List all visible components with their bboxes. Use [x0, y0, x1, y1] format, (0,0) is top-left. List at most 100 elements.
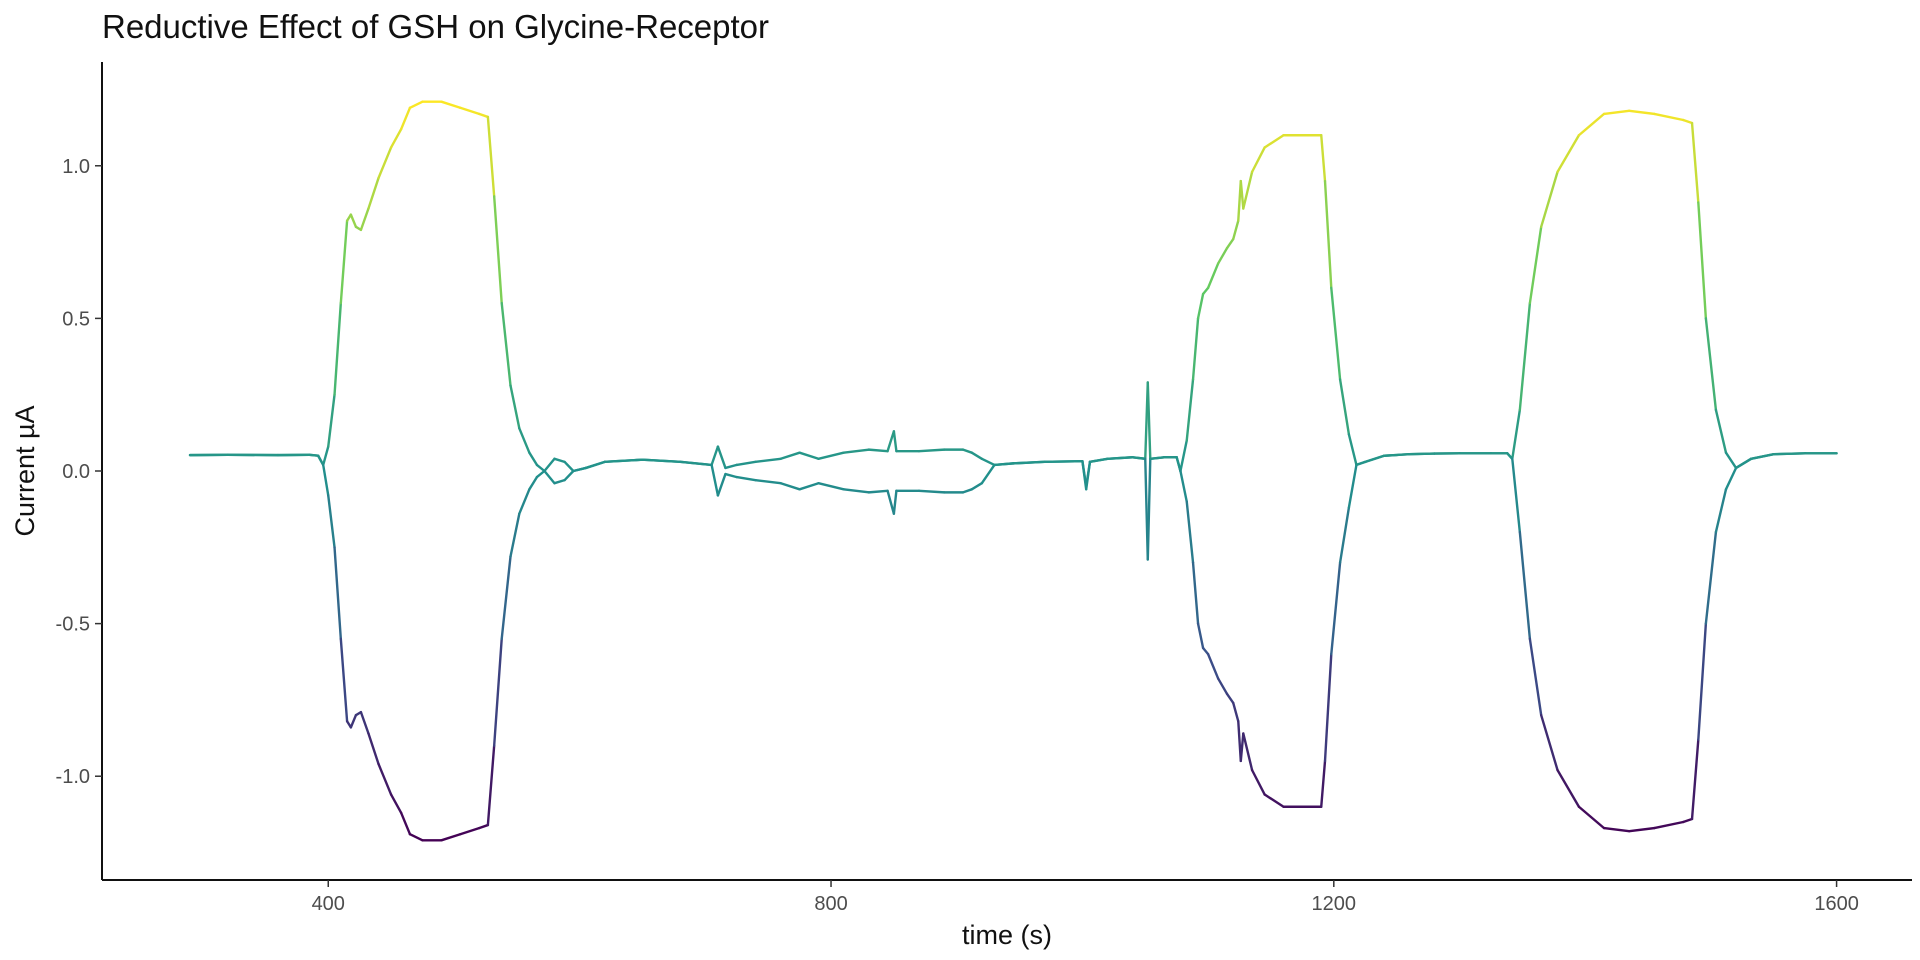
series-2-segment: [367, 732, 380, 766]
series-2-segment: [1250, 768, 1266, 796]
series-1-segment: [509, 384, 521, 430]
series-2-segment: [678, 460, 713, 467]
series-2-segment: [333, 546, 343, 641]
series-1-segment: [553, 457, 566, 464]
series-2-segment: [1175, 456, 1182, 473]
series-2-segment: [327, 494, 336, 549]
series-1-segment: [349, 213, 358, 229]
series-1-segment: [1239, 179, 1245, 210]
series-2-segment: [1201, 646, 1210, 656]
series-2-segment: [1364, 454, 1386, 464]
series-1-segment: [563, 460, 575, 473]
x-axis-title: time (s): [962, 920, 1052, 950]
series-2-segment: [1539, 713, 1559, 772]
series-2-segment: [1084, 460, 1092, 491]
series-2-segment: [1323, 652, 1333, 763]
series-2-segment: [980, 463, 996, 485]
y-axis-ticks: -1.0 -0.5 0.0 0.5 1.0: [56, 156, 102, 788]
series-1-segment: [867, 448, 889, 453]
series-1-segment: [1179, 439, 1188, 473]
series-1-segment: [716, 445, 727, 470]
series-1-segment: [779, 451, 801, 460]
series-2-segment: [408, 833, 424, 842]
series-layer: [188, 100, 1838, 842]
series-2-segment: [349, 713, 358, 729]
series-1-segment: [1323, 179, 1333, 290]
series-1-segment: [1724, 451, 1738, 470]
series-1-segment: [367, 176, 380, 210]
series-2-segment: [486, 744, 496, 827]
series-2-segment: [459, 826, 481, 836]
series-2-segment: [1382, 453, 1411, 457]
series-2-segment: [961, 488, 974, 494]
series-1-segment: [389, 127, 403, 149]
series-1-segment: [917, 448, 946, 453]
series-1-segment: [1320, 134, 1327, 183]
series-1-segment: [1185, 378, 1195, 442]
series-2-segment: [1239, 732, 1245, 763]
series-1-segment: [961, 448, 974, 454]
series-2-line: [188, 452, 1838, 842]
series-2-segment: [1232, 701, 1240, 723]
series-2-segment: [1724, 466, 1738, 491]
series-1-segment: [1627, 109, 1656, 116]
series-2-segment: [509, 512, 521, 558]
series-2-segment: [1149, 456, 1166, 460]
series-1-segment: [754, 457, 782, 464]
series-2-segment: [817, 482, 845, 491]
series-2-segment: [1012, 460, 1046, 465]
series-1-segment: [359, 207, 370, 232]
series-1-segment: [1518, 301, 1532, 412]
series-2-segment: [917, 489, 946, 494]
x-axis-ticks: 400 800 1200 1600: [312, 880, 1859, 915]
series-1-segment: [1196, 292, 1205, 320]
series-2-segment: [1320, 759, 1327, 808]
series-1-segment: [500, 301, 512, 387]
series-1-segment: [1225, 237, 1235, 250]
series-2-segment: [1772, 452, 1807, 456]
series-2-segment: [1528, 637, 1543, 717]
series-2-segment: [754, 478, 782, 485]
series-2-segment: [1518, 530, 1532, 641]
series-1-segment: [1206, 262, 1220, 290]
series-1-segment: [892, 430, 898, 453]
series-1-segment: [408, 100, 424, 109]
series-2-segment: [1697, 622, 1708, 741]
series-1-segment: [1201, 286, 1210, 296]
series-1-segment: [798, 451, 820, 460]
series-2-segment: [735, 475, 757, 482]
series-1-segment: [980, 457, 996, 467]
x-tick-label: 800: [814, 893, 847, 915]
series-1-segment: [842, 448, 870, 454]
series-1-segment: [1577, 112, 1606, 137]
series-1-segment: [1704, 317, 1718, 412]
series-2-segment: [993, 462, 1015, 467]
series-2-segment: [500, 555, 512, 641]
series-2-segment: [1704, 530, 1718, 625]
series-2-segment: [641, 458, 682, 464]
series-2-segment: [1749, 453, 1775, 460]
series-1-segment: [886, 430, 896, 453]
series-2-segment: [842, 488, 870, 494]
series-1-segment: [1191, 317, 1200, 381]
series-2-segment: [389, 793, 403, 815]
series-1-segment: [486, 115, 496, 198]
series-1-segment: [1690, 121, 1700, 204]
x-tick-label: 1200: [1312, 893, 1357, 915]
series-1-segment: [322, 445, 330, 467]
series-2-segment: [339, 637, 349, 723]
series-2-segment: [440, 833, 462, 842]
y-tick-label: -0.5: [56, 614, 90, 636]
series-1-segment: [535, 463, 546, 473]
series-1-segment: [327, 393, 336, 448]
series-1-segment: [1242, 170, 1254, 210]
series-2-segment: [1081, 460, 1088, 491]
series-1-segment: [339, 219, 349, 305]
series-2-segment: [359, 710, 370, 735]
series-1-segment: [492, 195, 503, 305]
series-2-segment: [477, 823, 490, 830]
series-2-segment: [1146, 457, 1152, 561]
y-axis-title: Current µA: [10, 405, 40, 536]
series-2-segment: [1734, 457, 1753, 470]
